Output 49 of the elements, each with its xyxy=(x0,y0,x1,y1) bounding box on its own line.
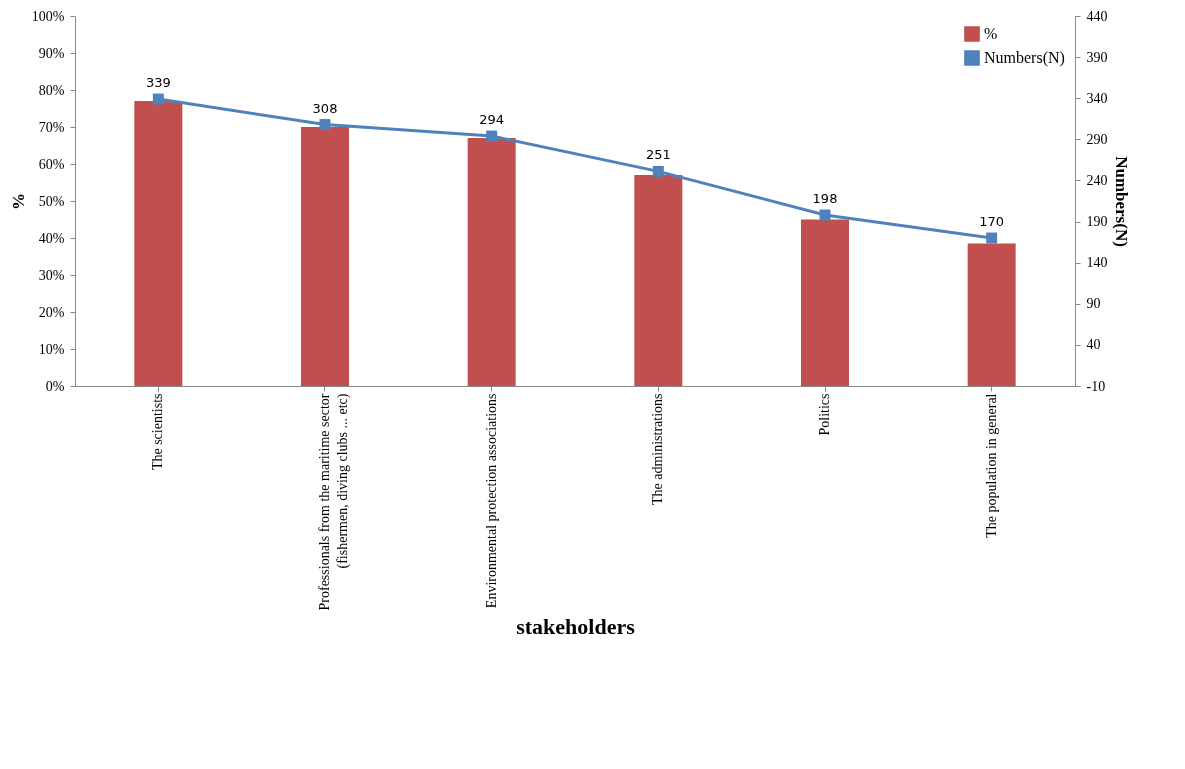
bar xyxy=(134,101,183,386)
bar xyxy=(967,243,1016,386)
x-tick-label: Professionals from the maritime sector (fishermen, diving clubs ... etc) xyxy=(317,393,351,611)
y2-tick-label: 190 xyxy=(1086,214,1108,230)
point xyxy=(486,130,498,142)
x-tick-label: The population in general xyxy=(983,393,999,538)
y-tick-label: 20% xyxy=(38,304,65,320)
y2-tick-label: 290 xyxy=(1086,131,1108,147)
y2-tick-label: 340 xyxy=(1086,90,1108,106)
y-tick-label: 0% xyxy=(45,378,65,394)
bar xyxy=(801,219,849,386)
y2-tick-label: 90 xyxy=(1086,296,1101,312)
y-tick-label: 30% xyxy=(38,267,65,283)
point xyxy=(152,93,164,105)
legend-label: Numbers(N) xyxy=(984,49,1065,67)
x-axis-title: stakeholders xyxy=(516,613,636,639)
data-label: 170 xyxy=(979,214,1005,229)
point xyxy=(319,119,331,131)
point xyxy=(652,165,664,177)
bar xyxy=(467,138,516,386)
y2-tick-label: 140 xyxy=(1086,255,1108,271)
y-tick-label: 70% xyxy=(38,119,65,135)
y2-tick-label: 390 xyxy=(1086,49,1108,65)
data-label: 198 xyxy=(812,190,838,206)
y-tick-label: 10% xyxy=(38,341,65,357)
data-label: 251 xyxy=(645,147,671,163)
x-tick-label: Politics xyxy=(817,393,832,436)
data-label: 308 xyxy=(312,100,338,116)
data-label: 294 xyxy=(479,112,505,128)
x-tick-label: Environmental protection associations xyxy=(483,393,499,609)
x-tick-label: The administrations xyxy=(650,393,666,506)
point xyxy=(986,232,998,244)
legend-label: % xyxy=(984,25,998,42)
y-tick-label: 100% xyxy=(31,8,65,24)
y2-axis-title: Numbers(N) xyxy=(1111,156,1131,247)
x-tick-label: The scientists xyxy=(150,393,166,471)
data-label: 339 xyxy=(145,75,171,91)
bar xyxy=(301,127,349,386)
y2-tick-label: 440 xyxy=(1086,8,1108,24)
y-tick-label: 60% xyxy=(38,156,65,172)
y-tick-label: 90% xyxy=(38,45,65,61)
y2-tick-label: 240 xyxy=(1086,172,1108,188)
y-tick-label: 50% xyxy=(38,193,65,209)
y2-tick-label: 40 xyxy=(1086,337,1101,353)
y-tick-label: 40% xyxy=(38,230,65,246)
bar xyxy=(634,175,683,386)
y-axis-title: % xyxy=(8,193,28,210)
y-tick-label: 80% xyxy=(38,82,65,98)
y2-tick-label: -10 xyxy=(1086,378,1106,394)
